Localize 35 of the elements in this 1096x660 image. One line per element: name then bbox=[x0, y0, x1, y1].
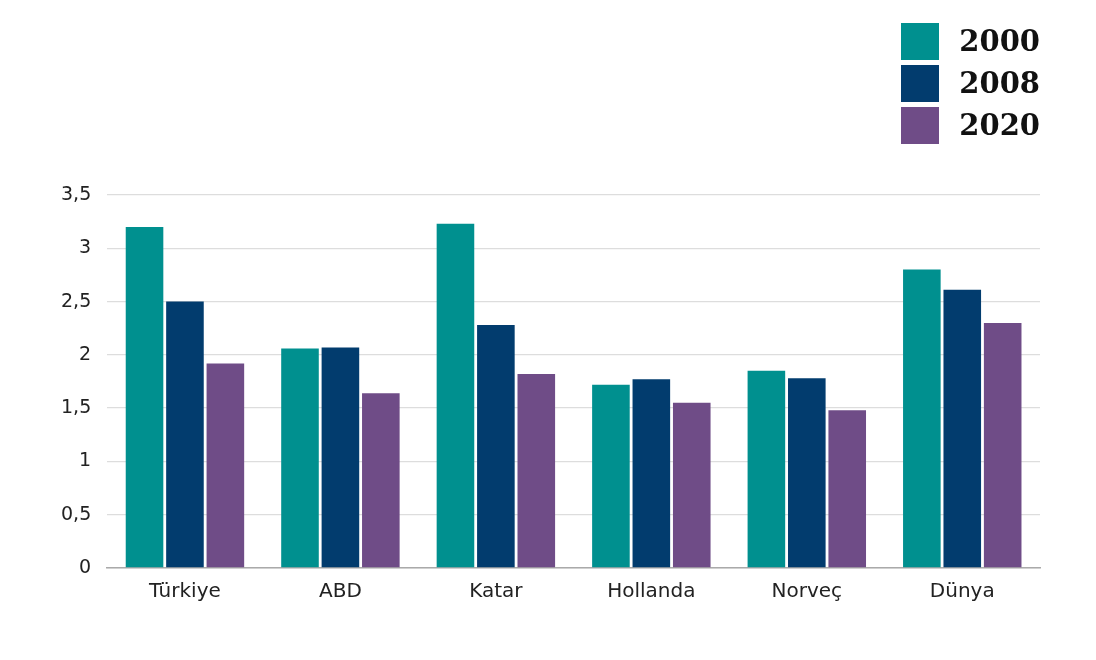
bar bbox=[788, 378, 826, 568]
bar bbox=[592, 384, 630, 568]
bar bbox=[943, 289, 982, 568]
y-tick-label: 2,5 bbox=[61, 288, 92, 311]
bar bbox=[828, 410, 867, 568]
bar bbox=[517, 374, 556, 568]
x-tick-label: Norveç bbox=[771, 578, 843, 603]
y-tick-label: 0 bbox=[79, 554, 92, 577]
bar bbox=[125, 226, 164, 568]
y-tick-label: 3 bbox=[79, 235, 92, 258]
y-tick-label: 0,5 bbox=[61, 501, 92, 524]
x-tick-label: Türkiye bbox=[148, 578, 221, 603]
bar bbox=[166, 301, 204, 568]
x-tick-label: Dünya bbox=[929, 578, 995, 603]
y-tick-label: 1 bbox=[79, 448, 92, 471]
bar bbox=[477, 325, 515, 568]
bar bbox=[281, 348, 319, 568]
bar bbox=[747, 370, 786, 568]
x-tick-label: Hollanda bbox=[607, 578, 696, 603]
legend-label: 2008 bbox=[959, 65, 1040, 102]
y-tick-label: 3,5 bbox=[61, 181, 92, 204]
y-tick-label: 1,5 bbox=[61, 395, 92, 418]
bar bbox=[206, 363, 245, 568]
x-tick-label: ABD bbox=[319, 578, 362, 603]
y-tick-label: 2 bbox=[79, 341, 92, 364]
legend-label: 2000 bbox=[959, 23, 1040, 60]
bar bbox=[672, 402, 711, 568]
legend-label: 2020 bbox=[959, 107, 1040, 144]
bar bbox=[436, 223, 475, 568]
bar bbox=[321, 347, 360, 568]
x-tick-label: Katar bbox=[469, 578, 524, 603]
bar bbox=[903, 269, 941, 568]
bar bbox=[632, 379, 671, 568]
bar bbox=[362, 393, 400, 568]
bar bbox=[983, 322, 1022, 568]
